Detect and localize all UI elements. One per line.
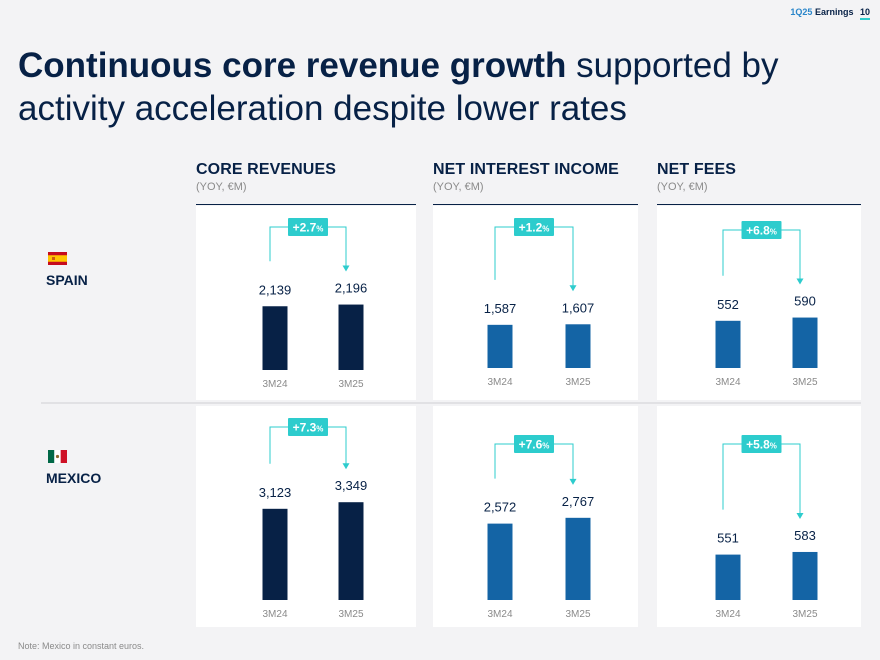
arrow-down-icon xyxy=(796,278,804,285)
category-label: 3M25 xyxy=(792,609,817,620)
value-label: 1,587 xyxy=(484,301,517,316)
value-label: 551 xyxy=(717,531,739,546)
category-label: 3M25 xyxy=(338,379,363,390)
bar-chart: 552 3M24 590 3M25 +6.8% xyxy=(715,221,818,388)
bar-chart: 1,587 3M24 1,607 3M25 +1.2% xyxy=(484,218,595,388)
bar-chart: 3,123 3M24 3,349 3M25 +7.3% xyxy=(259,418,368,620)
arrow-down-icon xyxy=(569,285,577,292)
column-subtitle: (YOY, €M) xyxy=(196,181,247,193)
category-label: 3M25 xyxy=(565,377,590,388)
arrow-down-icon xyxy=(796,512,804,519)
growth-bracket xyxy=(722,443,801,518)
page-title: Continuous core revenue growth supported… xyxy=(18,44,868,130)
bar-3m25 xyxy=(565,324,591,368)
bar-3m25 xyxy=(792,551,818,600)
bar-3m24 xyxy=(262,306,288,370)
value-label: 583 xyxy=(794,528,816,543)
category-label: 3M25 xyxy=(338,609,363,620)
category-label: 3M24 xyxy=(715,377,740,388)
column-title: CORE REVENUES xyxy=(196,161,336,178)
value-label: 590 xyxy=(794,294,816,309)
arrow-down-icon xyxy=(569,478,577,485)
column-title: NET INTEREST INCOME xyxy=(433,161,619,178)
panel-mexico-net-fees: 551 3M24 583 3M25 +5.8% xyxy=(657,406,861,627)
bar-3m25 xyxy=(792,317,818,368)
growth-badge xyxy=(288,218,328,236)
bar-3m24 xyxy=(487,324,513,368)
bar-3m25 xyxy=(338,304,364,370)
section-label: Earnings xyxy=(814,7,854,17)
quarter-label: 1Q25 xyxy=(790,7,813,17)
value-label: 3,349 xyxy=(335,478,368,493)
panel-mexico-core-revenues: 3,123 3M24 3,349 3M25 +7.3% xyxy=(196,406,416,627)
row-label-mexico: MEXICO xyxy=(46,470,102,486)
spain-flag-icon xyxy=(48,252,67,265)
page-number: 10 xyxy=(859,7,870,20)
bar-3m24 xyxy=(715,554,741,600)
growth-badge xyxy=(514,218,554,236)
bar-chart: 2,572 3M24 2,767 3M25 +7.6% xyxy=(484,435,595,620)
growth-bracket xyxy=(494,226,574,291)
category-label: 3M24 xyxy=(262,379,287,390)
page-header: 1Q25 Earnings 10 xyxy=(790,7,870,20)
bar-3m24 xyxy=(715,320,741,368)
bar-3m24 xyxy=(487,523,513,600)
column-header-net-interest-income: NET INTEREST INCOME (YOY, €M) xyxy=(433,161,638,205)
value-label: 3,123 xyxy=(259,485,292,500)
category-label: 3M24 xyxy=(487,377,512,388)
panel-spain-net-fees: 552 3M24 590 3M25 +6.8% xyxy=(657,206,861,400)
mexico-flag-icon xyxy=(48,450,67,463)
growth-label: +6.8% xyxy=(746,224,777,238)
row-separator xyxy=(41,402,861,404)
value-label: 552 xyxy=(717,297,739,312)
growth-badge xyxy=(514,435,554,453)
footnote: Note: Mexico in constant euros. xyxy=(18,641,145,651)
bar-3m24 xyxy=(262,508,288,600)
column-subtitle: (YOY, €M) xyxy=(657,181,708,193)
column-header-core-revenues: CORE REVENUES (YOY, €M) xyxy=(196,161,416,205)
value-label: 2,139 xyxy=(259,282,292,297)
growth-label: +7.6% xyxy=(519,438,550,452)
arrow-down-icon xyxy=(342,463,350,470)
category-label: 3M25 xyxy=(565,609,590,620)
bar-chart: 2,139 3M24 2,196 3M25 +2.7% xyxy=(259,218,368,390)
row-label-spain: SPAIN xyxy=(46,272,88,288)
growth-badge xyxy=(741,221,782,239)
value-label: 2,572 xyxy=(484,500,517,515)
panel-spain-core-revenues: 2,139 3M24 2,196 3M25 +2.7% xyxy=(196,206,416,400)
value-label: 2,767 xyxy=(562,494,595,509)
category-label: 3M24 xyxy=(262,609,287,620)
column-title: NET FEES xyxy=(657,161,737,178)
value-label: 1,607 xyxy=(562,300,595,315)
bar-3m25 xyxy=(565,517,591,600)
growth-badge xyxy=(741,435,782,453)
title-bold: Continuous core revenue growth xyxy=(18,46,567,85)
growth-label: +1.2% xyxy=(519,221,550,235)
arrow-down-icon xyxy=(342,265,350,272)
value-label: 2,196 xyxy=(335,281,368,296)
bar-chart: 551 3M24 583 3M25 +5.8% xyxy=(715,435,818,620)
title-regular: supported by activity acceleration despi… xyxy=(18,46,779,128)
growth-label: +5.8% xyxy=(746,438,777,452)
column-header-net-fees: NET FEES (YOY, €M) xyxy=(657,161,861,205)
growth-label: +7.3% xyxy=(293,421,324,435)
category-label: 3M24 xyxy=(715,609,740,620)
category-label: 3M24 xyxy=(487,609,512,620)
column-subtitle: (YOY, €M) xyxy=(433,181,484,193)
panel-spain-net-interest-income: 1,587 3M24 1,607 3M25 +1.2% xyxy=(433,206,638,400)
bar-3m25 xyxy=(338,502,364,600)
panel-mexico-net-interest-income: 2,572 3M24 2,767 3M25 +7.6% xyxy=(433,406,638,627)
growth-badge xyxy=(288,418,328,436)
category-label: 3M25 xyxy=(792,377,817,388)
growth-label: +2.7% xyxy=(293,221,324,235)
